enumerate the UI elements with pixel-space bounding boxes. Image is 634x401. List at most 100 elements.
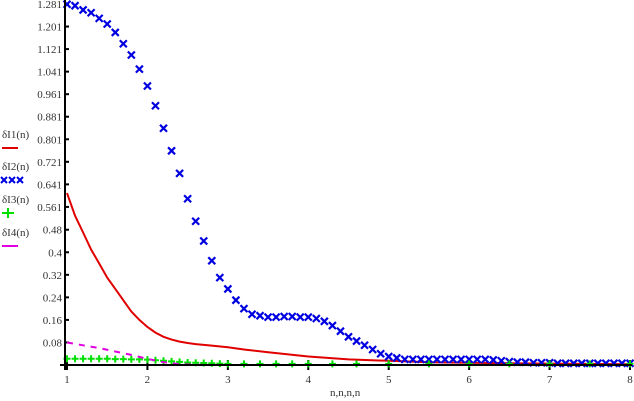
plus-marker <box>465 360 473 368</box>
x-marker <box>424 355 434 364</box>
y-tick-label: 0.801 <box>37 134 62 146</box>
plus-marker <box>353 360 361 368</box>
y-tick-label: 0.32 <box>43 270 62 282</box>
x-marker <box>183 194 192 204</box>
y-tick-label: 0.961 <box>37 89 62 101</box>
plus-marker <box>626 360 634 368</box>
x-marker <box>408 355 418 364</box>
x-marker <box>110 28 120 37</box>
x-marker <box>344 332 353 342</box>
x-tick-label: 1 <box>64 374 70 386</box>
plus-marker <box>79 355 87 363</box>
plus-marker <box>505 360 513 368</box>
x-marker <box>320 317 329 326</box>
x-marker <box>191 216 200 226</box>
x-tick-label: 6 <box>466 374 472 386</box>
plus-marker <box>288 360 296 368</box>
plus-marker <box>240 360 248 368</box>
x-marker <box>360 340 369 350</box>
x-marker <box>352 336 361 346</box>
legend-label: δI1(n) <box>2 129 30 141</box>
plus-marker <box>425 360 433 368</box>
x-marker <box>416 355 426 364</box>
y-tick-label: 0.08 <box>43 337 63 349</box>
legend-marker-icon <box>2 208 14 218</box>
plus-marker <box>95 355 103 363</box>
y-tick-label: 1.201 <box>37 22 62 34</box>
x-marker <box>392 353 402 363</box>
x-marker <box>135 64 144 74</box>
x-marker <box>384 352 393 361</box>
x-marker <box>480 355 490 364</box>
x-marker <box>368 345 377 354</box>
x-marker <box>312 314 321 323</box>
plus-marker <box>328 360 336 368</box>
x-marker <box>263 312 273 322</box>
x-marker <box>456 355 466 364</box>
legend: δI1(n) δI2(n) δI3(n) δI4(n) <box>0 129 30 247</box>
plus-marker <box>103 355 111 363</box>
x-marker <box>167 146 176 156</box>
plus-marker <box>586 360 594 368</box>
x-marker <box>497 356 506 366</box>
x-marker <box>279 312 289 321</box>
y-tick-label: 0.561 <box>37 202 62 214</box>
legend-label: δI4(n) <box>2 227 30 239</box>
legend-label: δI3(n) <box>2 194 30 206</box>
x-marker <box>94 14 104 23</box>
x-tick-label: 4 <box>306 374 312 386</box>
plus-marker <box>71 355 79 363</box>
plus-marker <box>385 360 393 368</box>
series-3 <box>63 355 634 368</box>
x-marker <box>336 326 345 336</box>
x-marker <box>223 284 233 294</box>
legend-marker-icon <box>0 176 8 184</box>
x-marker <box>127 50 136 60</box>
x-marker <box>448 355 458 364</box>
y-tick-label: 1.041 <box>37 67 62 79</box>
series-line <box>66 192 631 366</box>
x-marker <box>239 304 249 313</box>
x-marker <box>119 39 128 49</box>
y-tick-label: 0.16 <box>43 315 63 327</box>
series-line <box>66 341 630 366</box>
y-tick-label: 0.721 <box>37 157 62 169</box>
legend-marker-icon <box>16 176 24 184</box>
x-tick-label: 8 <box>627 374 633 386</box>
legend-label: δI2(n) <box>2 161 30 173</box>
x-marker <box>207 256 217 266</box>
y-tick-label: 0.48 <box>43 225 63 237</box>
x-marker <box>287 312 297 321</box>
x-marker <box>295 312 305 322</box>
x-marker <box>70 1 80 10</box>
legend-marker-icon <box>8 176 16 184</box>
x-marker <box>102 19 112 29</box>
plus-marker <box>256 360 264 368</box>
x-marker <box>151 101 160 111</box>
x-marker <box>247 309 257 319</box>
x-tick-label: 5 <box>386 374 392 386</box>
x-marker <box>472 355 482 364</box>
y-tick-label: 0.881 <box>37 112 62 124</box>
x-marker <box>488 355 498 365</box>
plus-marker <box>546 360 554 368</box>
x-marker <box>86 8 96 18</box>
x-marker <box>432 355 442 364</box>
plus-marker <box>168 357 176 365</box>
x-marker <box>231 295 241 305</box>
x-tick-label: 7 <box>547 374 553 386</box>
y-tick-label: 1.121 <box>37 44 62 56</box>
x-tick-label: 3 <box>225 374 231 386</box>
x-marker <box>400 355 410 364</box>
plot-area <box>62 0 634 368</box>
x-marker <box>271 312 281 322</box>
x-marker <box>175 169 184 178</box>
y-tick-label: 0.641 <box>37 179 62 191</box>
plus-marker <box>216 360 224 368</box>
plus-marker <box>119 355 127 363</box>
plus-marker <box>272 360 280 368</box>
plus-marker <box>87 355 95 363</box>
y-axis-ticks: 0.08 0.16 0.24 0.32 0.4 0.48 0.561 0.641 0.721 0.… <box>37 0 69 349</box>
series-4 <box>66 341 630 366</box>
